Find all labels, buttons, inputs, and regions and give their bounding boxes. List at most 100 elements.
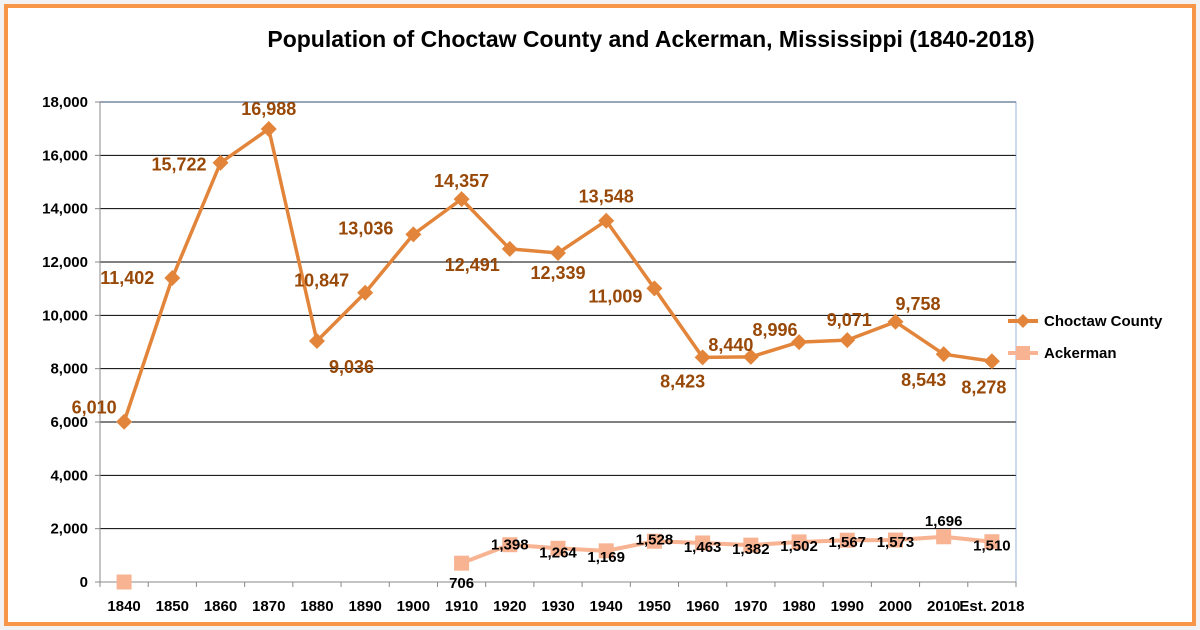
x-tick-label: 2000 — [879, 598, 912, 615]
data-point-marker — [357, 284, 374, 301]
data-point-marker — [212, 154, 229, 171]
data-point-marker — [646, 280, 663, 297]
data-point-marker — [935, 346, 952, 363]
data-label: 8,423 — [660, 371, 705, 391]
data-label: 12,339 — [530, 263, 585, 283]
data-label: 1,502 — [780, 538, 818, 555]
data-label: 14,357 — [434, 171, 489, 191]
x-tick-label: 1890 — [348, 598, 381, 615]
data-label: 1,382 — [732, 541, 770, 558]
data-point-marker — [743, 537, 759, 553]
data-point-marker — [694, 349, 711, 366]
data-point-marker — [983, 353, 1000, 370]
x-tick-label: 1990 — [831, 598, 864, 615]
data-point-marker — [887, 313, 904, 330]
data-point-marker — [550, 244, 566, 261]
data-point-marker — [550, 540, 566, 556]
y-tick-label: 10,000 — [42, 307, 88, 324]
data-label: 1,398 — [491, 537, 529, 554]
x-tick-label: 2010 — [927, 598, 960, 615]
data-label: 706 — [449, 575, 474, 592]
data-label: 1,169 — [587, 549, 625, 566]
y-tick-label: 14,000 — [42, 201, 88, 218]
series-layer — [116, 120, 1000, 590]
x-tick-label: 1930 — [541, 598, 574, 615]
data-label: 1,264 — [539, 544, 577, 561]
data-label: 8,440 — [708, 335, 753, 355]
data-point-marker — [116, 413, 133, 430]
legend: Choctaw County Ackerman — [1008, 313, 1163, 362]
y-tick-label: 8,000 — [50, 361, 88, 378]
x-tick-label: 1980 — [782, 598, 815, 615]
x-tick-label: 1970 — [734, 598, 767, 615]
data-label: 8,996 — [753, 320, 798, 340]
data-point-marker — [502, 537, 518, 553]
y-tick-label: 18,000 — [42, 94, 88, 111]
data-point-marker — [839, 332, 856, 349]
legend-marker — [1016, 346, 1030, 360]
y-tick-label: 0 — [80, 574, 88, 591]
x-tick-label: 1940 — [590, 598, 623, 615]
data-point-marker — [887, 532, 903, 548]
x-tick-label: 1900 — [397, 598, 430, 615]
data-label: 12,491 — [445, 255, 500, 275]
data-point-marker — [164, 269, 181, 286]
y-tick-label: 6,000 — [50, 414, 88, 431]
chart-title: Population of Choctaw County and Ackerma… — [267, 26, 1034, 52]
data-point-marker — [936, 529, 952, 545]
data-point-marker — [453, 191, 470, 208]
data-point-marker — [839, 532, 855, 548]
data-label: 15,722 — [151, 155, 206, 175]
data-label: 13,036 — [338, 218, 393, 238]
legend-label: Ackerman — [1044, 345, 1117, 362]
legend-marker — [1016, 314, 1030, 328]
y-tick-label: 12,000 — [42, 254, 88, 271]
plot-area — [99, 101, 1017, 583]
data-point-marker — [791, 334, 808, 351]
data-label: 6,010 — [72, 398, 117, 418]
data-point-marker — [308, 333, 325, 350]
data-point-marker — [695, 535, 711, 551]
legend-label: Choctaw County — [1044, 313, 1163, 330]
data-label: 1,528 — [636, 531, 674, 548]
x-tick-label: Est. 2018 — [959, 598, 1024, 615]
data-label: 16,988 — [241, 99, 296, 119]
data-label: 9,036 — [329, 357, 374, 377]
data-point-marker — [646, 533, 662, 549]
data-point-marker — [984, 534, 1000, 550]
data-label: 11,402 — [100, 268, 154, 288]
data-label: 1,510 — [973, 538, 1011, 555]
data-label: 1,567 — [828, 534, 866, 551]
data-label: 10,847 — [294, 271, 349, 291]
data-point-marker — [598, 212, 615, 229]
data-label: 9,758 — [895, 294, 940, 314]
x-tick-label: 1860 — [204, 598, 237, 615]
data-label: 8,543 — [901, 370, 946, 390]
data-label: 11,009 — [588, 286, 642, 306]
data-point-marker — [454, 555, 470, 571]
x-tick-label: 1920 — [493, 598, 526, 615]
data-point-marker — [742, 348, 759, 365]
x-tick-label: 1870 — [252, 598, 285, 615]
x-tick-label: 1910 — [445, 598, 478, 615]
data-label: 1,463 — [684, 539, 722, 556]
y-tick-label: 16,000 — [42, 147, 88, 164]
data-point-marker — [598, 543, 614, 559]
x-tick-label: 1960 — [686, 598, 719, 615]
data-point-marker — [405, 226, 422, 243]
x-tick-label: 1850 — [156, 598, 189, 615]
data-label: 1,573 — [877, 534, 915, 551]
data-point-marker — [501, 240, 518, 257]
data-point-marker — [791, 534, 807, 550]
data-label: 13,548 — [579, 187, 634, 207]
data-label: 9,071 — [827, 310, 872, 330]
data-labels: 6,010 11,402 15,722 16,988 9,036 10,847 13,036… — [72, 99, 1011, 592]
y-tick-label: 4,000 — [50, 467, 88, 484]
data-point-marker — [260, 120, 277, 137]
x-tick-label: 1880 — [300, 598, 333, 615]
series-line — [460, 534, 993, 566]
gridlines — [100, 101, 1016, 530]
x-tick-label: 1950 — [638, 598, 671, 615]
y-tick-label: 2,000 — [50, 521, 88, 538]
